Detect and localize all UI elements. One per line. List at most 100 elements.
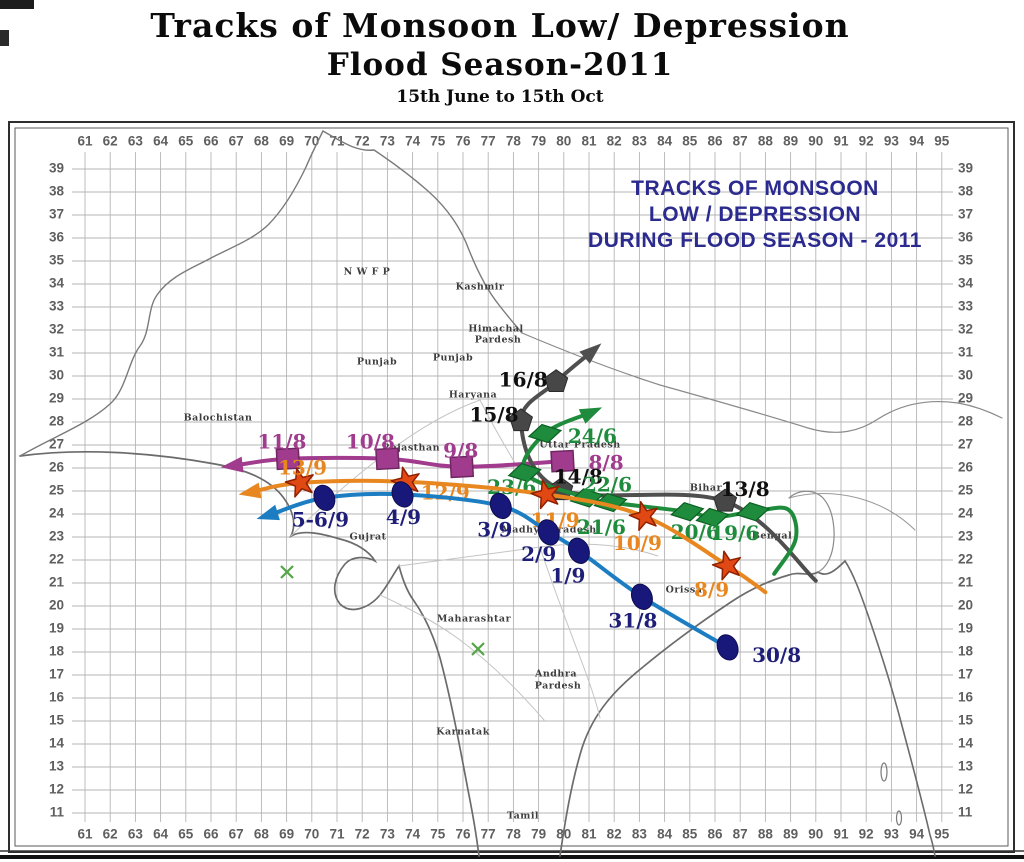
lat-label-right: 39 (958, 161, 973, 176)
lat-label-right: 30 (958, 368, 973, 383)
track-date-label: 3/9 (477, 518, 512, 542)
lon-label-top: 70 (304, 134, 319, 149)
lat-label-left: 16 (49, 690, 65, 705)
lon-label-top: 86 (707, 134, 723, 149)
lat-label-left: 12 (49, 782, 64, 797)
track-date-label: 24/6 (568, 424, 617, 448)
lon-label-top: 65 (178, 134, 194, 149)
page-subtitle: Flood Season-2011 (326, 47, 674, 83)
lon-label-top: 63 (128, 134, 144, 149)
track-date-label: 9/8 (443, 438, 478, 462)
track-date-label: 11/8 (257, 429, 306, 453)
page-title: Tracks of Monsoon Low/ Depression (150, 6, 850, 45)
track-date-label: 8/8 (589, 451, 624, 475)
lon-label-bottom: 78 (506, 827, 522, 842)
track-marker-diamond (527, 423, 563, 444)
region-label: Orissa (666, 585, 703, 596)
lat-label-right: 36 (958, 230, 974, 245)
lon-label-top: 76 (455, 134, 471, 149)
x-mark-icon (471, 642, 485, 656)
lon-label-top: 88 (758, 134, 774, 149)
lat-label-left: 36 (49, 230, 65, 245)
region-label: Uttar Pradesh (539, 440, 620, 451)
lat-label-left: 27 (49, 437, 64, 452)
lon-label-top: 89 (783, 134, 798, 149)
lat-label-left: 23 (49, 529, 65, 544)
coastline-border (521, 332, 1003, 433)
track-date-label: 10/9 (613, 531, 662, 555)
lat-label-left: 26 (49, 460, 65, 475)
coastline-border (539, 546, 601, 719)
lon-label-bottom: 87 (733, 827, 748, 842)
lon-label-bottom: 74 (405, 827, 421, 842)
lat-label-right: 37 (958, 207, 973, 222)
lon-label-bottom: 71 (329, 827, 345, 842)
region-label: Himachal (468, 324, 523, 335)
lat-label-left: 31 (49, 345, 65, 360)
page-date-range: 15th June to 15th Oct (396, 87, 604, 107)
track-arrow-icon (238, 482, 262, 499)
map-frame-outer (8, 121, 1015, 853)
region-label: Bihar (690, 483, 723, 494)
track-date-label: 2/9 (521, 542, 556, 566)
lat-label-left: 25 (49, 483, 65, 498)
lon-label-top: 81 (581, 134, 597, 149)
track-arrow-icon (256, 504, 280, 521)
lat-label-right: 21 (958, 575, 974, 590)
inset-title-line2: LOW / DEPRESSION (648, 203, 862, 226)
track-depression-aug30-sep6: 30/8 31/8 1/92/9 3/9 4/9 5-6/9 (256, 481, 801, 667)
lat-label-right: 28 (958, 414, 974, 429)
lat-label-right: 13 (958, 759, 974, 774)
x-mark-stroke (471, 642, 485, 656)
lon-label-bottom: 81 (581, 827, 597, 842)
lon-label-top: 94 (909, 134, 925, 149)
track-marker-diamond (593, 492, 628, 513)
lon-label-bottom: 68 (254, 827, 270, 842)
track-date-label: 22/6 (583, 472, 632, 496)
lon-label-bottom: 92 (859, 827, 874, 842)
track-marker-pentagon (508, 408, 533, 432)
lon-label-bottom: 83 (632, 827, 648, 842)
track-date-label: 5-6/9 (292, 507, 349, 531)
lon-label-top: 61 (77, 134, 93, 149)
lat-label-right: 32 (958, 322, 973, 337)
lat-label-right: 25 (958, 483, 974, 498)
track-low-aug8-11: 8/8 9/8 10/8 11/8 (220, 429, 624, 479)
coastline-border (19, 130, 324, 457)
region-label: Haryana (449, 390, 497, 401)
track-marker-ellipse (313, 484, 336, 512)
lon-label-bottom: 61 (77, 827, 93, 842)
lon-label-top: 95 (934, 134, 950, 149)
lat-label-left: 29 (49, 391, 64, 406)
track-marker-pentagon (544, 369, 569, 392)
lon-label-top: 82 (607, 134, 622, 149)
track-date-label: 16/8 (499, 367, 548, 391)
track-arrow-icon (578, 407, 603, 424)
track-marker-diamond (569, 488, 604, 508)
lat-label-left: 35 (49, 253, 65, 268)
scan-smudge (0, 30, 9, 46)
island (880, 762, 888, 782)
lon-label-top: 64 (153, 134, 169, 149)
lon-label-top: 84 (657, 134, 673, 149)
lon-label-top: 90 (808, 134, 823, 149)
lat-label-left: 21 (49, 575, 65, 590)
track-marker-ellipse (489, 492, 512, 520)
region-label: N W F P (344, 267, 391, 278)
lat-label-left: 14 (49, 736, 65, 751)
track-date-label: 14/8 (554, 464, 603, 488)
lon-label-top: 80 (556, 134, 571, 149)
lat-label-left: 13 (49, 759, 65, 774)
track-date-label: 10/8 (346, 429, 395, 453)
lon-label-bottom: 84 (657, 827, 673, 842)
track-arrow-icon (220, 456, 244, 473)
lat-label-right: 12 (958, 782, 973, 797)
track-low-jun19-24: 19/620/621/622/623/624/6 (487, 407, 799, 576)
lat-label-right: 34 (958, 276, 974, 291)
lon-label-bottom: 69 (279, 827, 294, 842)
x-mark-icon (280, 565, 294, 579)
region-label: Maharashtar (437, 614, 512, 625)
lat-label-left: 17 (49, 667, 64, 682)
lat-label-right: 15 (958, 713, 974, 728)
